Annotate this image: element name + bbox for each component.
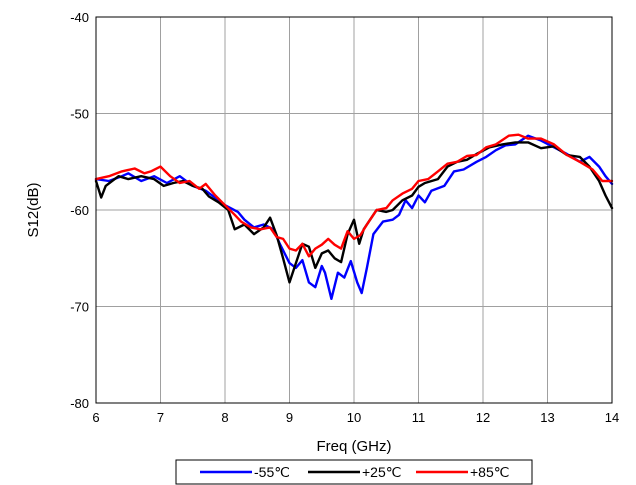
legend: -55℃ +25℃ +85℃ xyxy=(175,459,533,485)
x-tick-label: 9 xyxy=(286,410,293,425)
series-line-2 xyxy=(94,133,614,258)
x-tick-label: 6 xyxy=(92,410,99,425)
x-tick-label: 13 xyxy=(540,410,554,425)
x-tick-label: 11 xyxy=(412,410,426,425)
y-axis-label: S12(dB) xyxy=(25,182,42,237)
x-tick-label: 12 xyxy=(476,410,490,425)
x-axis-label: Freq (GHz) xyxy=(317,438,392,455)
x-tick-label: 7 xyxy=(157,410,164,425)
grid-lines xyxy=(96,17,612,403)
plot-area-frame xyxy=(95,16,613,404)
y-tick-label: -80 xyxy=(70,396,89,411)
series-layer xyxy=(94,133,614,300)
x-tick-label: 10 xyxy=(347,410,361,425)
series-line-0 xyxy=(94,134,614,300)
y-tick-label: -40 xyxy=(70,10,89,25)
legend-label-0: -55℃ xyxy=(254,464,290,480)
legend-label-1: +25℃ xyxy=(362,464,401,480)
y-tick-label: -60 xyxy=(70,203,89,218)
legend-label-2: +85℃ xyxy=(470,464,509,480)
y-tick-label: -50 xyxy=(70,107,89,122)
y-tick-label: -70 xyxy=(70,300,89,315)
x-tick-label: 8 xyxy=(221,410,228,425)
tick-labels: 6 7 8 9 10 11 12 13 14 -80 -70 -60 -50 -40 xyxy=(70,10,619,425)
series-line-1 xyxy=(94,141,614,284)
x-tick-label: 14 xyxy=(605,410,619,425)
